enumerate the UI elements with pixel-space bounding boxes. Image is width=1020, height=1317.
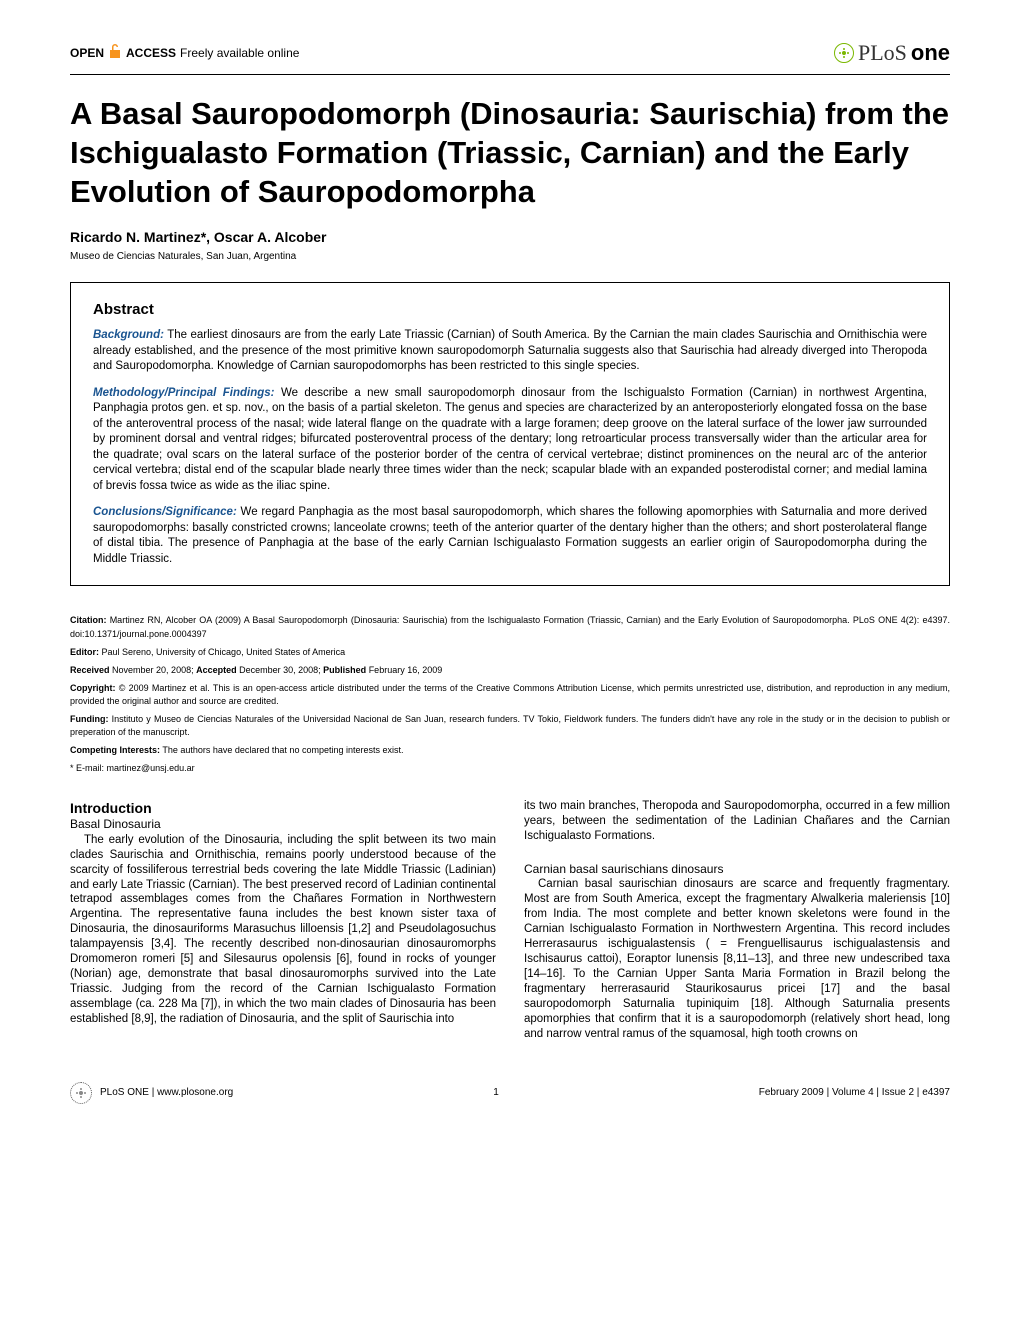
page-header: OPEN ACCESS Freely available online PLoS…: [70, 40, 950, 66]
copyright-label: Copyright:: [70, 683, 116, 693]
journal-logo: PLoS one: [834, 40, 950, 66]
col2-paragraph-2: Carnian basal saurischian dinosaurs are …: [524, 877, 950, 1041]
authors: Ricardo N. Martinez*, Oscar A. Alcober: [70, 229, 950, 245]
oa-open-text: OPEN: [70, 46, 104, 60]
methods-label: Methodology/Principal Findings:: [93, 387, 275, 399]
dates-line: Received November 20, 2008; Accepted Dec…: [70, 664, 950, 677]
citation-text: Martinez RN, Alcober OA (2009) A Basal S…: [70, 615, 950, 638]
copyright-text: © 2009 Martinez et al. This is an open-a…: [70, 683, 950, 706]
page-footer: PLoS ONE | www.plosone.org 1 February 20…: [70, 1082, 950, 1104]
spacer: [524, 844, 950, 862]
background-text: The earliest dinosaurs are from the earl…: [93, 329, 927, 372]
body-columns: Introduction Basal Dinosauria The early …: [70, 799, 950, 1042]
one-text: one: [911, 40, 950, 66]
abstract-methods: Methodology/Principal Findings: We descr…: [93, 386, 927, 495]
abstract-conclusions: Conclusions/Significance: We regard Panp…: [93, 505, 927, 567]
editor-label: Editor:: [70, 647, 99, 657]
plos-footer-icon: [70, 1082, 92, 1104]
footer-issue: February 2009 | Volume 4 | Issue 2 | e43…: [759, 1087, 950, 1098]
funding-line: Funding: Instituto y Museo de Ciencias N…: [70, 713, 950, 739]
intro-heading: Introduction: [70, 799, 496, 817]
editor-text: Paul Sereno, University of Chicago, Unit…: [99, 647, 345, 657]
editor-line: Editor: Paul Sereno, University of Chica…: [70, 646, 950, 659]
affiliation: Museo de Ciencias Naturales, San Juan, A…: [70, 251, 950, 262]
published-text: February 16, 2009: [366, 665, 442, 675]
plos-icon: [834, 43, 854, 63]
subheading-carnian: Carnian basal saurischians dinosaurs: [524, 862, 950, 878]
column-right: its two main branches, Theropoda and Sau…: [524, 799, 950, 1042]
plos-text: PLoS: [858, 40, 907, 66]
col2-paragraph-1: its two main branches, Theropoda and Sau…: [524, 799, 950, 844]
footer-left: PLoS ONE | www.plosone.org: [70, 1082, 233, 1104]
funding-text: Instituto y Museo de Ciencias Naturales …: [70, 714, 950, 737]
citation-line: Citation: Martinez RN, Alcober OA (2009)…: [70, 614, 950, 640]
published-label: Published: [323, 665, 366, 675]
unlock-icon: [108, 43, 122, 64]
subheading-basal: Basal Dinosauria: [70, 817, 496, 833]
footer-page-number: 1: [493, 1087, 499, 1098]
funding-label: Funding:: [70, 714, 108, 724]
header-rule: [70, 74, 950, 75]
col1-paragraph: The early evolution of the Dinosauria, i…: [70, 833, 496, 1027]
open-access-badge: OPEN ACCESS Freely available online: [70, 43, 299, 64]
accepted-label: Accepted: [196, 665, 237, 675]
abstract-box: Abstract Background: The earliest dinosa…: [70, 282, 950, 586]
competing-text: The authors have declared that no compet…: [160, 745, 403, 755]
conclusions-label: Conclusions/Significance:: [93, 506, 237, 518]
oa-access-text: ACCESS: [126, 46, 176, 60]
accepted-text: December 30, 2008;: [237, 665, 324, 675]
background-label: Background:: [93, 329, 164, 341]
meta-block: Citation: Martinez RN, Alcober OA (2009)…: [70, 614, 950, 774]
copyright-line: Copyright: © 2009 Martinez et al. This i…: [70, 682, 950, 708]
abstract-background: Background: The earliest dinosaurs are f…: [93, 328, 927, 375]
received-text: November 20, 2008;: [110, 665, 197, 675]
abstract-heading: Abstract: [93, 301, 927, 318]
footer-site: PLoS ONE | www.plosone.org: [100, 1087, 233, 1098]
email-line: * E-mail: martinez@unsj.edu.ar: [70, 762, 950, 775]
column-left: Introduction Basal Dinosauria The early …: [70, 799, 496, 1042]
citation-label: Citation:: [70, 615, 107, 625]
received-label: Received: [70, 665, 110, 675]
article-title: A Basal Sauropodomorph (Dinosauria: Saur…: [70, 95, 950, 211]
oa-freely-text: Freely available online: [180, 46, 299, 60]
competing-label: Competing Interests:: [70, 745, 160, 755]
competing-line: Competing Interests: The authors have de…: [70, 744, 950, 757]
methods-text: We describe a new small sauropodomorph d…: [93, 387, 927, 492]
